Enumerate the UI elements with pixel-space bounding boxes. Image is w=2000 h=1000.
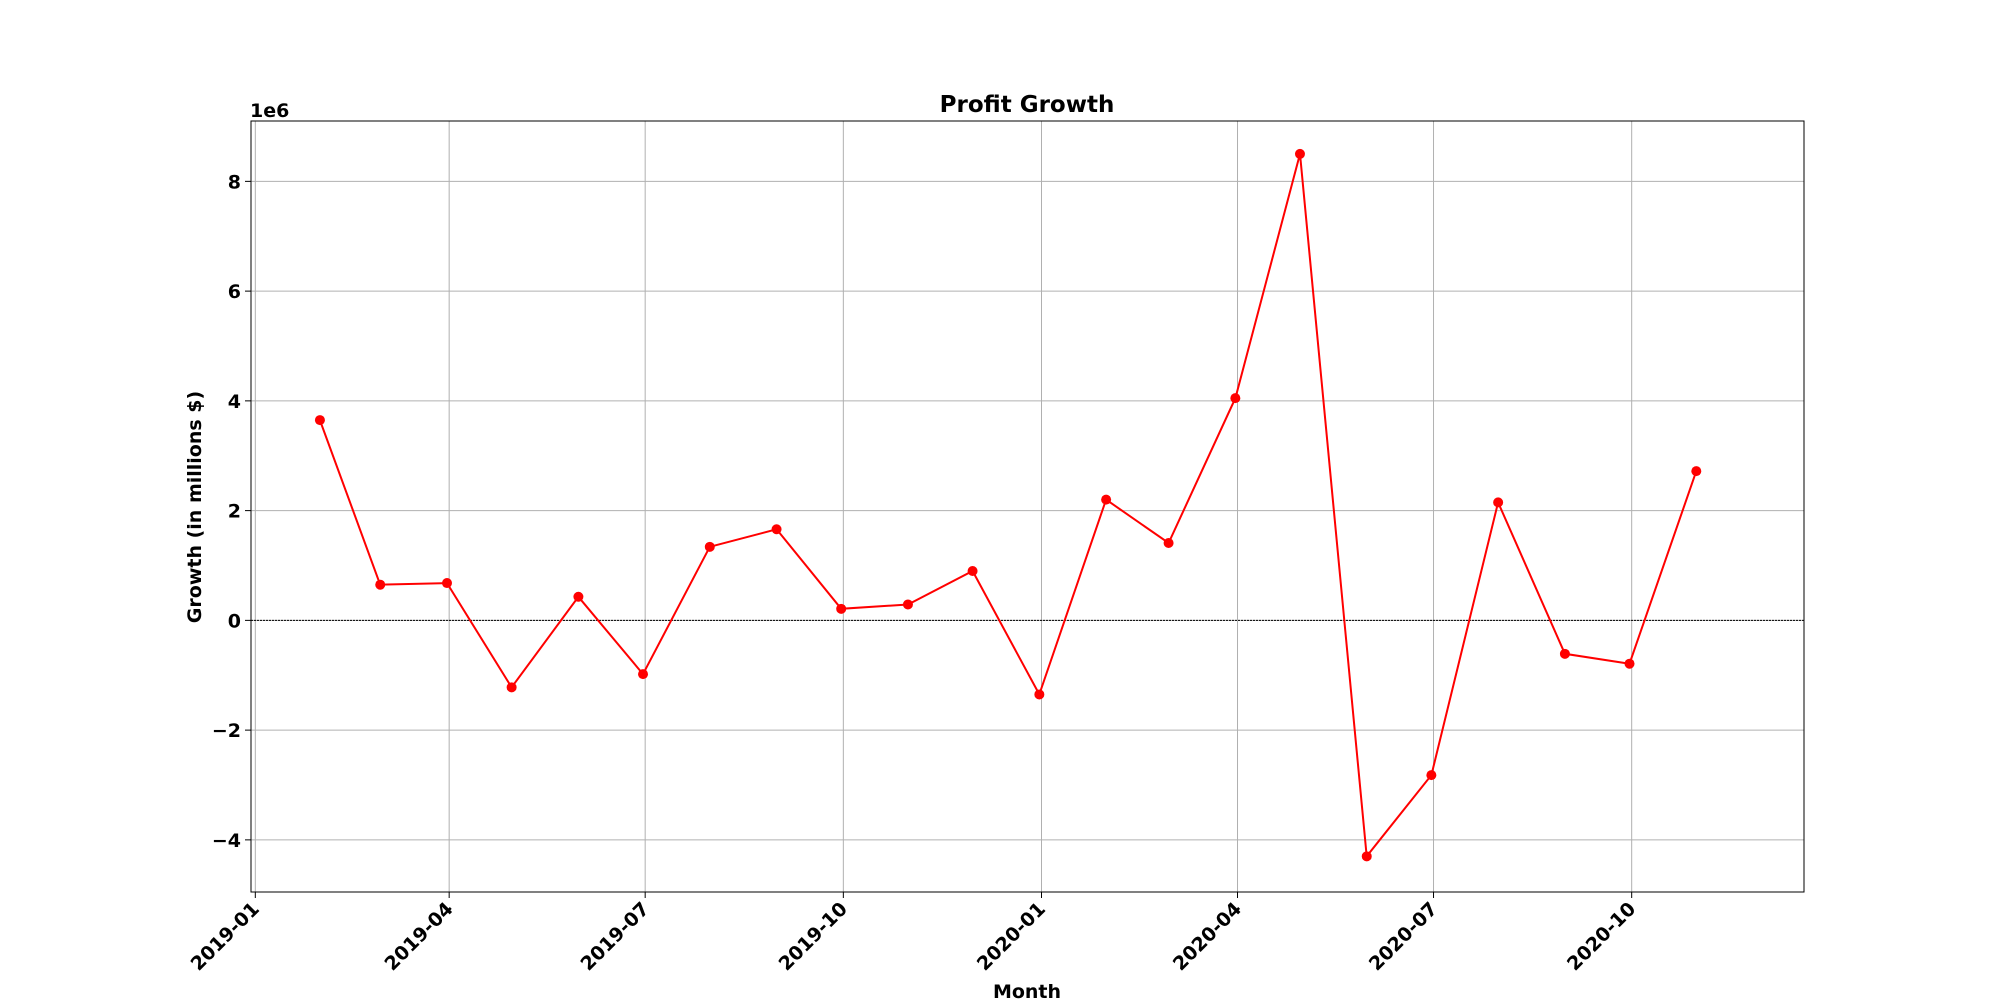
grid-layer xyxy=(251,121,1804,892)
data-point xyxy=(1624,658,1635,669)
x-tick-label: 2020-10 xyxy=(1563,898,1640,975)
data-point xyxy=(1559,648,1570,659)
data-point xyxy=(314,415,325,426)
data-point xyxy=(1361,851,1372,862)
x-tick-label: 2020-04 xyxy=(1169,898,1246,975)
data-point xyxy=(442,578,453,589)
data-point xyxy=(1426,770,1437,781)
data-point xyxy=(1101,494,1112,505)
y-axis-ticks: 8 6 4 2 0 −2 −4 xyxy=(212,171,251,852)
y-tick-label: 6 xyxy=(228,281,241,303)
y-tick-label: 8 xyxy=(228,171,241,193)
x-tick-label: 2020-01 xyxy=(973,898,1050,975)
data-point xyxy=(1294,148,1305,159)
data-point xyxy=(506,682,517,693)
data-point xyxy=(638,669,649,680)
plot-frame xyxy=(250,120,1805,893)
y-tick-label: 4 xyxy=(228,391,241,413)
data-markers xyxy=(314,148,1702,862)
y-tick-label: −2 xyxy=(212,720,241,742)
data-point xyxy=(902,599,913,610)
data-point xyxy=(1493,497,1504,508)
x-tick-label: 2020-07 xyxy=(1365,898,1442,975)
data-point xyxy=(771,524,782,535)
y-tick-label: −4 xyxy=(212,830,241,852)
data-point xyxy=(1163,537,1174,548)
x-axis-ticks: 2019-01 2019-04 2019-07 2019-10 2020-01 2020-… xyxy=(187,892,1640,975)
chart-title: Profit Growth xyxy=(940,92,1115,118)
data-point xyxy=(1034,689,1045,700)
data-point xyxy=(967,565,978,576)
data-point xyxy=(1230,393,1241,404)
profit-growth-line xyxy=(318,153,1698,859)
x-tick-label: 2019-07 xyxy=(576,898,653,975)
y-tick-label: 0 xyxy=(228,610,241,632)
x-tick-label: 2019-04 xyxy=(380,898,457,975)
data-point xyxy=(375,579,386,590)
data-point xyxy=(573,591,584,602)
data-point xyxy=(1691,466,1702,477)
x-axis-label: Month xyxy=(993,981,1061,1000)
x-tick-label: 2019-10 xyxy=(775,898,852,975)
x-tick-label: 2019-01 xyxy=(187,898,264,975)
data-point xyxy=(704,541,715,552)
y-axis-offset-label: 1e6 xyxy=(250,100,289,122)
y-axis-label: Growth (in millions $) xyxy=(184,391,206,623)
data-point xyxy=(836,603,847,614)
y-tick-label: 2 xyxy=(228,501,241,523)
